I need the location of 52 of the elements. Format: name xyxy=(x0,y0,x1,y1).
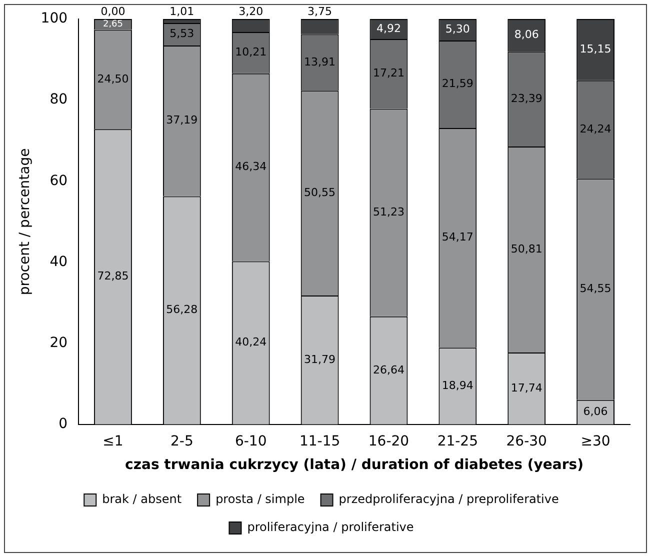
x-axis-title: czas trwania cukrzycy (lata) / duration of diabetes (years) xyxy=(125,457,584,474)
x-tick-label: 21-25 xyxy=(437,433,478,450)
data-label: 10,21 xyxy=(235,46,267,59)
data-label: 3,75 xyxy=(308,4,332,18)
data-label: 4,92 xyxy=(376,22,401,35)
data-label: 13,91 xyxy=(304,55,336,68)
legend-label: przedproliferacyjna / preproliferative xyxy=(338,492,559,506)
data-label: 54,55 xyxy=(580,282,612,296)
y-tick-label: 80 xyxy=(50,92,68,108)
data-label: 18,94 xyxy=(442,378,474,392)
data-label: 6,06 xyxy=(583,404,608,418)
data-label: 21,59 xyxy=(442,77,474,90)
x-tick-label: 6-10 xyxy=(234,433,267,450)
y-tick-label: 60 xyxy=(50,172,68,189)
data-label: 5,53 xyxy=(170,27,194,40)
data-label: 56,28 xyxy=(166,303,198,316)
x-tick-label: ≥30 xyxy=(580,433,610,450)
data-label: 51,23 xyxy=(372,205,404,218)
data-label: 17,74 xyxy=(510,381,542,394)
y-tick-label: 0 xyxy=(58,416,68,432)
data-label: 17,21 xyxy=(372,66,404,80)
legend-label: brak / absent xyxy=(102,492,182,506)
data-label: 24,50 xyxy=(97,72,129,86)
data-label: 50,81 xyxy=(510,242,542,256)
data-label: 3,20 xyxy=(238,4,264,18)
data-label: 8,06 xyxy=(514,28,539,42)
x-tick-label: 11-15 xyxy=(299,433,340,450)
data-label: 31,79 xyxy=(304,352,336,366)
data-label: 15,15 xyxy=(580,42,612,56)
y-tick-label: 100 xyxy=(40,10,68,27)
data-label: 1,01 xyxy=(170,4,194,18)
x-tick-label: ≤1 xyxy=(102,433,124,450)
data-label: 2,65 xyxy=(102,20,124,30)
data-label: 0,00 xyxy=(100,4,126,18)
y-axis-title: procent / percentage xyxy=(17,148,34,296)
data-label: 23,39 xyxy=(510,92,542,105)
data-label: 72,85 xyxy=(97,270,129,283)
data-label: 54,17 xyxy=(442,230,474,244)
data-label: 50,55 xyxy=(304,186,336,199)
data-label: 24,24 xyxy=(580,122,612,136)
x-tick-label: 2-5 xyxy=(170,433,194,450)
data-label: 26,64 xyxy=(372,363,404,376)
data-label: 37,19 xyxy=(166,114,198,127)
data-label: 40,24 xyxy=(235,336,267,349)
data-label: 5,30 xyxy=(445,22,470,36)
legend-label: prosta / simple xyxy=(216,492,305,506)
y-tick-label: 40 xyxy=(50,254,68,270)
x-tick-label: 26-30 xyxy=(506,433,547,450)
x-tick-label: 16-20 xyxy=(368,433,410,450)
y-tick-label: 20 xyxy=(50,334,68,351)
data-label: 46,34 xyxy=(235,160,267,174)
legend-label: proliferacyjna / proliferative xyxy=(247,520,414,534)
